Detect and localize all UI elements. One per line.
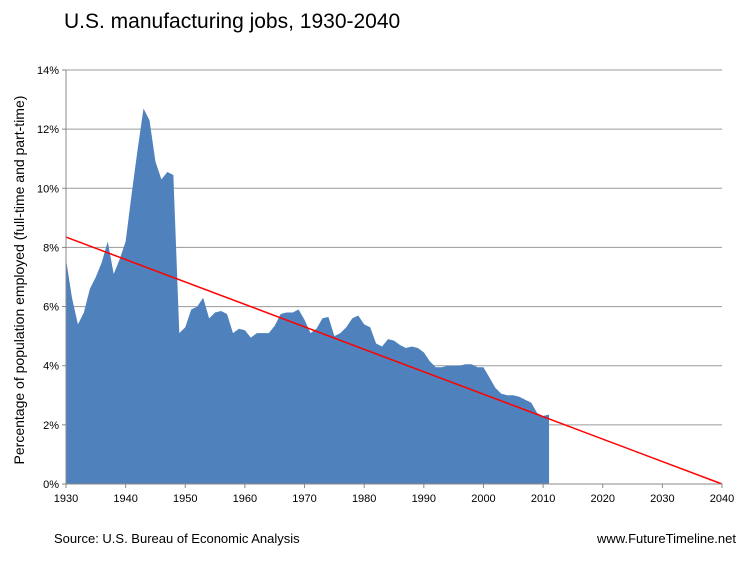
x-tick-label: 1950 xyxy=(173,493,197,505)
axes xyxy=(62,69,723,488)
y-tick-labels: 0% 2% 4% 6% 8% 10% 12% 14% xyxy=(37,65,59,491)
area-series xyxy=(66,108,550,484)
chart-title: U.S. manufacturing jobs, 1930-2040 xyxy=(64,10,401,33)
y-tick-label: 12% xyxy=(37,124,59,136)
x-tick-label: 1940 xyxy=(113,493,137,505)
x-tick-label: 1980 xyxy=(352,493,376,505)
trend-line xyxy=(65,236,723,485)
x-tick-label: 2020 xyxy=(590,493,614,505)
y-tick-label: 6% xyxy=(43,302,59,314)
y-tick-label: 14% xyxy=(37,65,59,77)
x-tick-label: 1930 xyxy=(54,493,78,505)
y-tick-label: 0% xyxy=(43,479,59,491)
area-series-group xyxy=(66,108,550,484)
y-tick-label: 8% xyxy=(43,242,59,254)
y-tick-label: 4% xyxy=(43,361,59,373)
y-tick-label: 2% xyxy=(43,420,59,432)
x-tick-labels: 1930 1940 1950 1960 1970 1980 1990 2000 2010 2020… xyxy=(54,493,734,505)
x-tick-label: 2010 xyxy=(531,493,555,505)
website-note: www.FutureTimeline.net xyxy=(597,531,736,546)
x-tick-label: 1960 xyxy=(233,493,257,505)
trend-line-group xyxy=(65,236,723,485)
x-tick-label: 1990 xyxy=(412,493,436,505)
x-tick-label: 1970 xyxy=(292,493,316,505)
x-tick-label: 2000 xyxy=(471,493,495,505)
x-tick-label: 2030 xyxy=(650,493,674,505)
y-tick-label: 10% xyxy=(37,183,59,195)
x-tick-label: 2040 xyxy=(710,493,734,505)
source-note: Source: U.S. Bureau of Economic Analysis xyxy=(54,531,300,546)
